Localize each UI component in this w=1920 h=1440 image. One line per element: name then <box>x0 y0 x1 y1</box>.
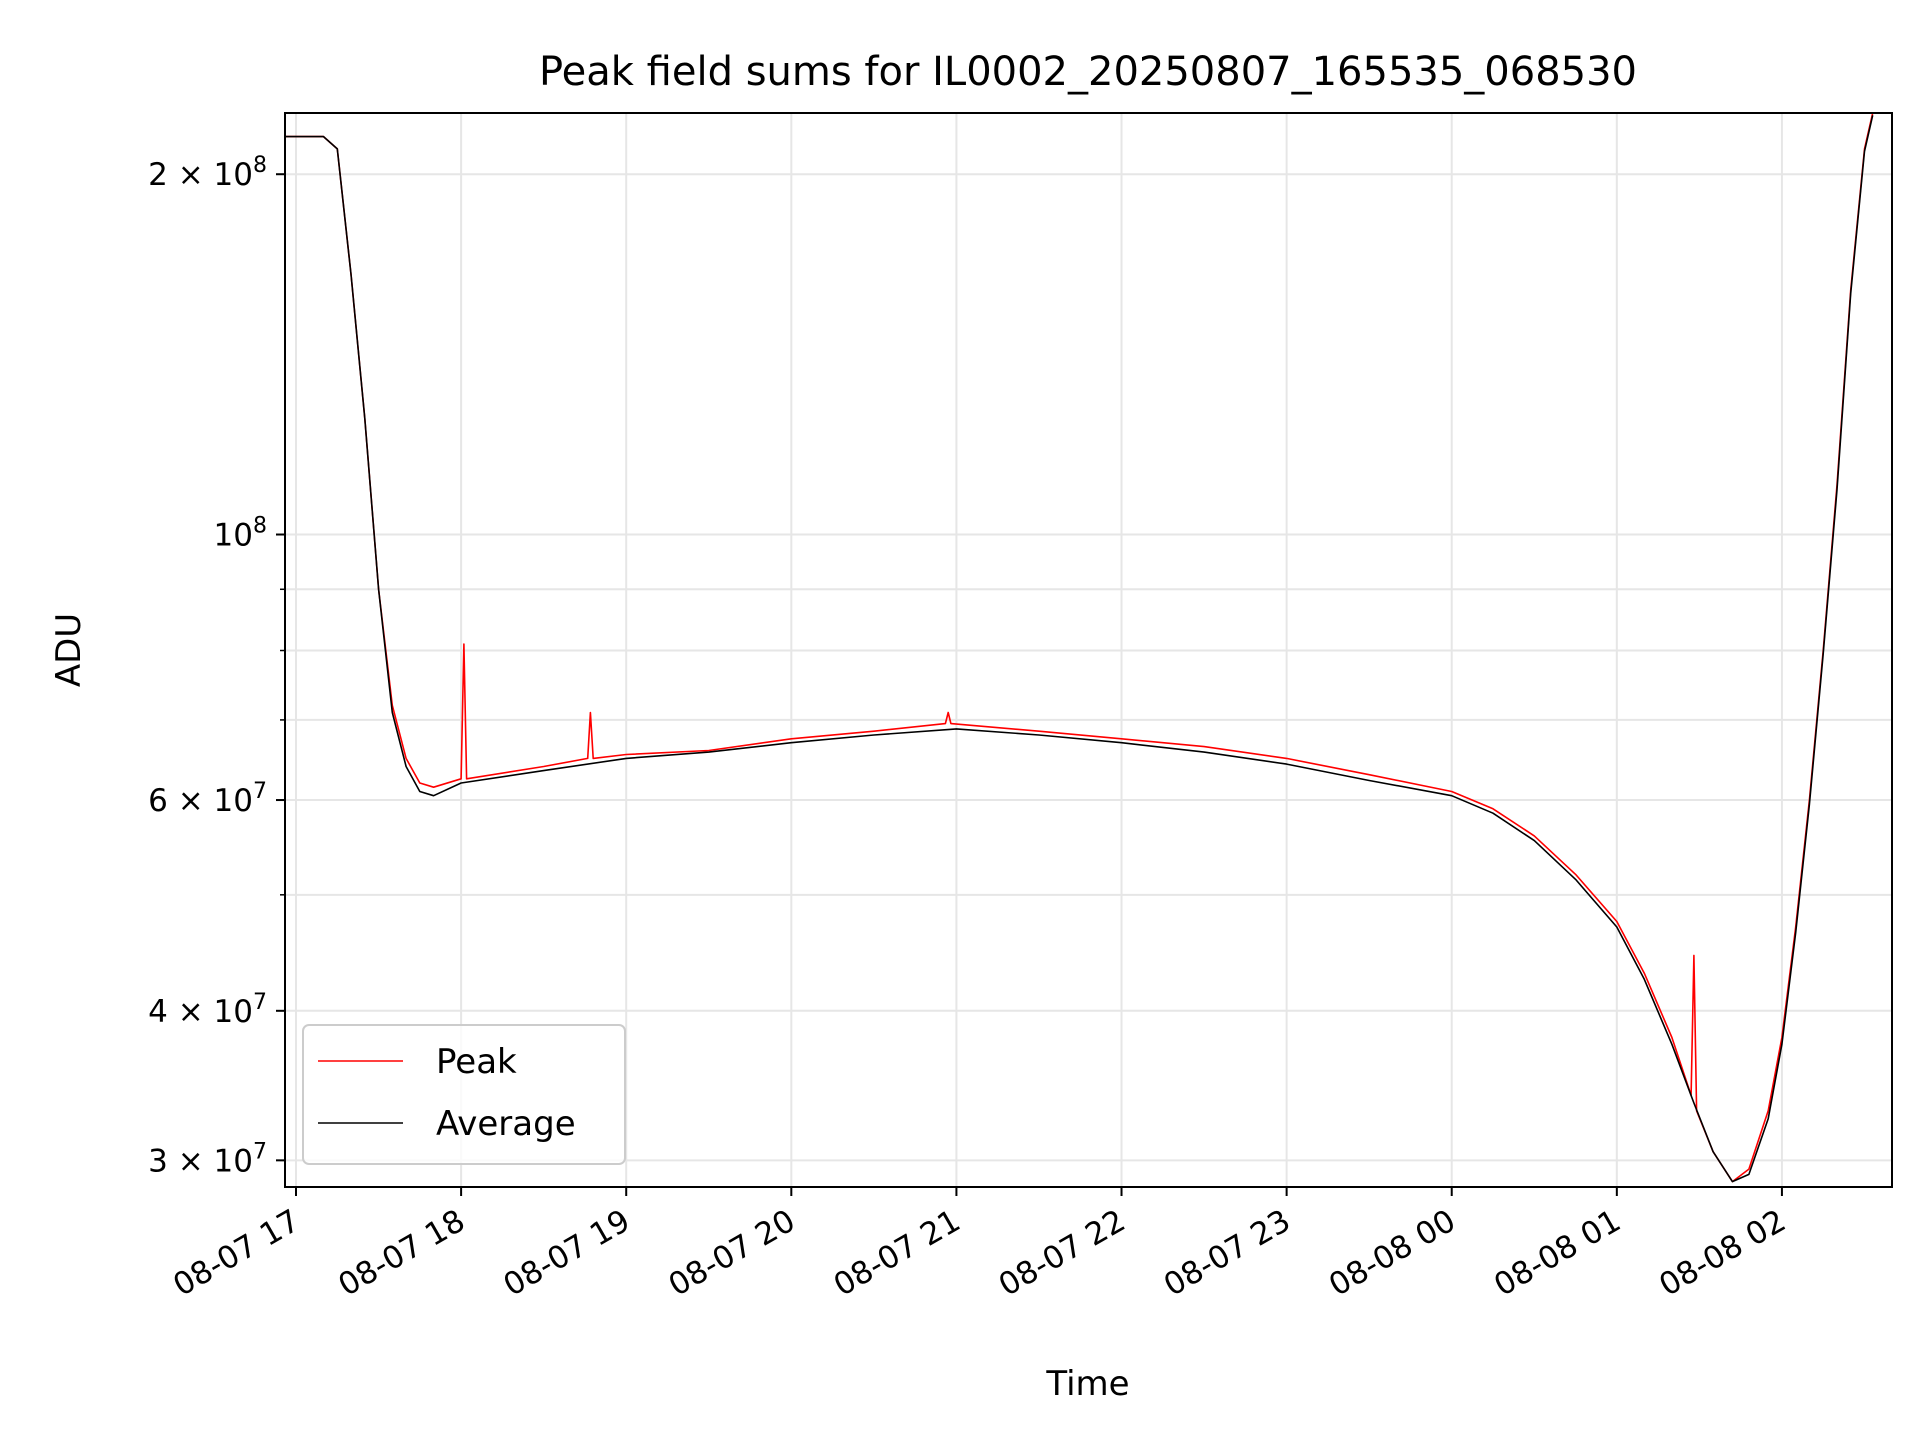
series-layer <box>285 112 1874 1183</box>
y-tick-label: 6 × 107 <box>148 779 267 819</box>
grid-layer <box>285 113 1892 1187</box>
y-axis-label: ADU <box>49 613 89 687</box>
series-line-average <box>285 115 1874 1183</box>
y-axis: 2 × 108 108 6 × 107 4 × 107 3 × 107 <box>148 153 285 1179</box>
series-line-peak <box>285 112 1874 1183</box>
y-tick-label: 108 <box>214 514 267 554</box>
y-tick-label: 4 × 107 <box>148 990 267 1030</box>
legend-label-average: Average <box>436 1104 576 1144</box>
chart-title: Peak field sums for IL0002_20250807_1655… <box>539 49 1637 95</box>
y-tick-label: 2 × 108 <box>148 153 267 193</box>
legend-label-peak: Peak <box>436 1042 517 1082</box>
legend: Peak Average <box>302 1024 626 1165</box>
y-tick-label: 3 × 107 <box>148 1139 267 1179</box>
legend-box <box>302 1024 626 1165</box>
x-axis-label: Time <box>1045 1364 1129 1404</box>
